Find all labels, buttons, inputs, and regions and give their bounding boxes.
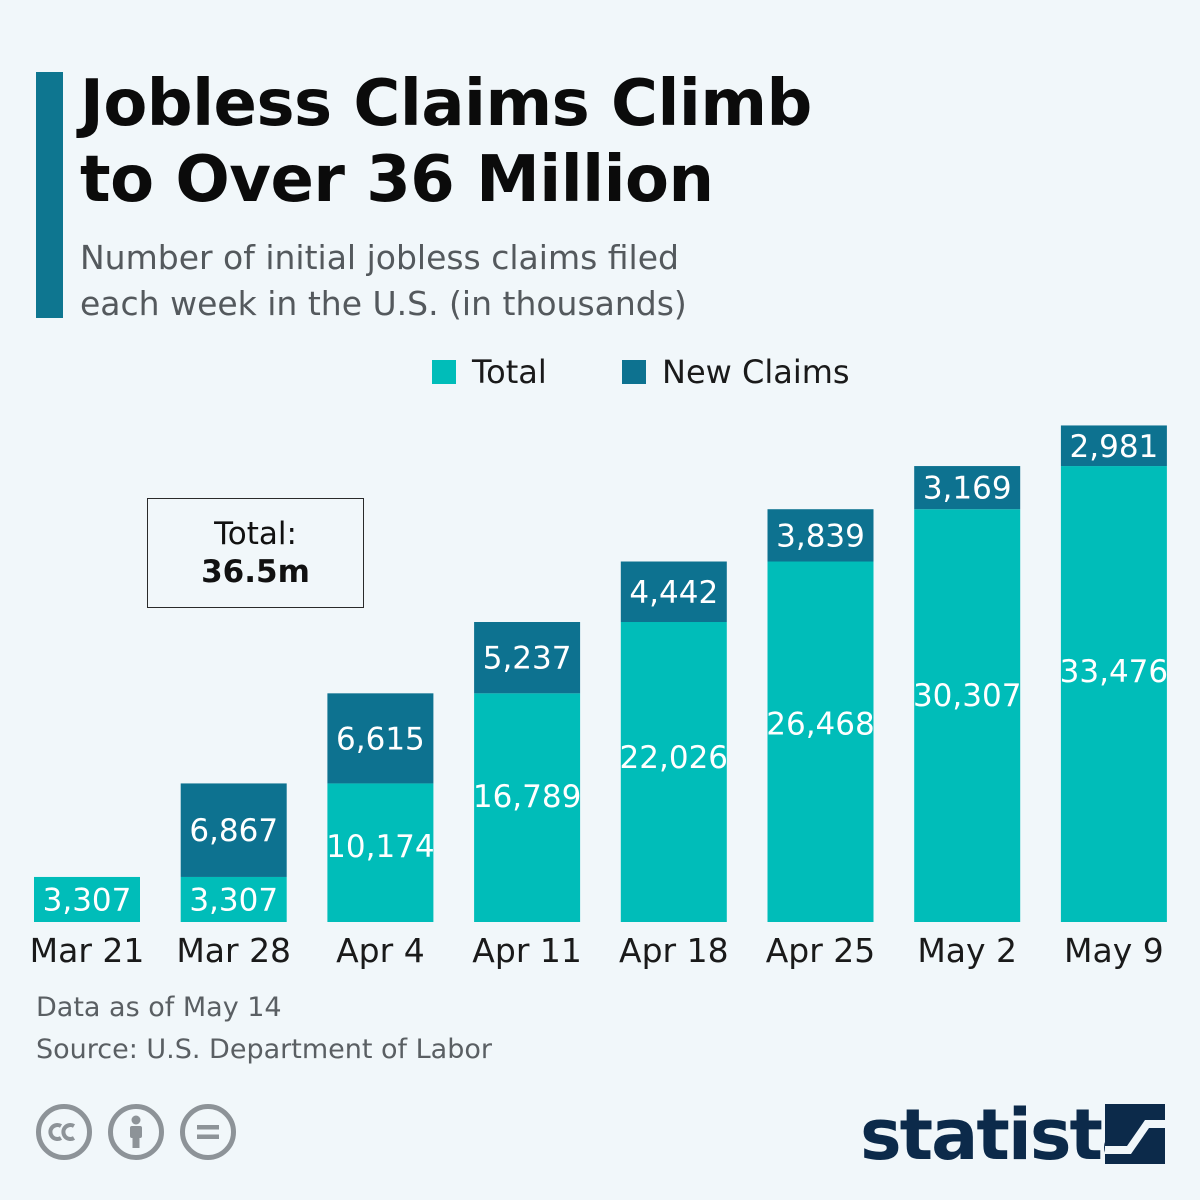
chart-title-line-2: to Over 36 Million [80,143,714,217]
x-tick-label: Apr 4 [336,931,425,970]
bar-total [180,876,287,922]
data-label-total: 30,307 [913,678,1021,714]
chart-legend: Total New Claims [0,352,1200,392]
data-label-total: 16,789 [473,779,581,815]
data-label-new-claims: 4,442 [629,575,718,611]
bar-total [34,876,140,922]
chart-subtitle-line-2: each week in the U.S. (in thousands) [80,284,687,323]
x-tick-label: Mar 28 [176,931,291,970]
total-callout-label: Total: [214,516,297,552]
bar-total [474,693,581,922]
bar-new-claims [767,509,874,562]
legend-swatch-total [432,360,456,384]
chart-subtitle-line-1: Number of initial jobless claims filed [80,238,679,277]
bar-new-claims [914,466,1021,510]
chart-subtitle: Number of initial jobless claims filed e… [80,235,687,327]
data-label-new-claims: 5,237 [483,641,572,677]
bar-chart: 3,307 Mar 21 3,307 6,867 Mar 28 10,174 6,615 Ap… [30,425,1168,970]
legend-swatch-new-claims [622,360,646,384]
legend-label-new-claims: New Claims [662,353,850,391]
bar-new-claims [620,561,727,623]
bar-new-claims [180,783,287,877]
chart-title: Jobless Claims Climb to Over 36 Million [80,66,812,218]
data-label-total: 26,468 [766,707,874,743]
x-tick-label: Apr 11 [472,931,582,970]
bar-new-claims [327,693,434,784]
bar-total [767,561,874,922]
x-tick-label: Apr 18 [619,931,729,970]
x-tick-label: Mar 21 [30,931,145,970]
data-label-total: 33,476 [1060,654,1168,690]
chart-title-line-1: Jobless Claims Climb [80,67,812,141]
bar-total [327,783,434,922]
attribution-icon[interactable] [108,1104,164,1160]
no-derivatives-icon[interactable] [180,1104,236,1160]
data-label-total: 3,307 [43,882,132,918]
x-tick-label: May 2 [917,931,1017,970]
x-tick-label: Apr 25 [766,931,876,970]
cc-icon[interactable] [36,1104,92,1160]
accent-bar [36,72,63,318]
data-label-new-claims: 6,615 [336,721,425,757]
data-label-new-claims: 3,169 [923,471,1012,507]
data-label-new-claims: 2,981 [1070,429,1159,465]
bar-total [620,622,727,922]
total-callout-box: Total: 36.5m [147,498,364,608]
statista-logo-icon [1105,1104,1165,1164]
data-label-total: 10,174 [326,829,434,865]
bar-total [914,509,1021,922]
statista-logo: statista [860,1098,1170,1172]
data-label-total: 22,026 [620,740,728,776]
bar-total [1060,466,1167,922]
data-date-note: Data as of May 14 [36,992,282,1023]
license-icons [36,1104,246,1164]
data-label-new-claims: 3,839 [776,518,865,554]
data-label-total: 3,307 [189,882,278,918]
bar-new-claims [1060,425,1167,467]
statista-wordmark: statista [860,1094,1148,1176]
total-callout-value: 36.5m [201,554,310,590]
x-tick-label: May 9 [1064,931,1164,970]
data-label-new-claims: 6,867 [189,813,278,849]
bar-new-claims [474,622,581,694]
source-note: Source: U.S. Department of Labor [36,1034,492,1065]
legend-label-total: Total [472,353,547,391]
